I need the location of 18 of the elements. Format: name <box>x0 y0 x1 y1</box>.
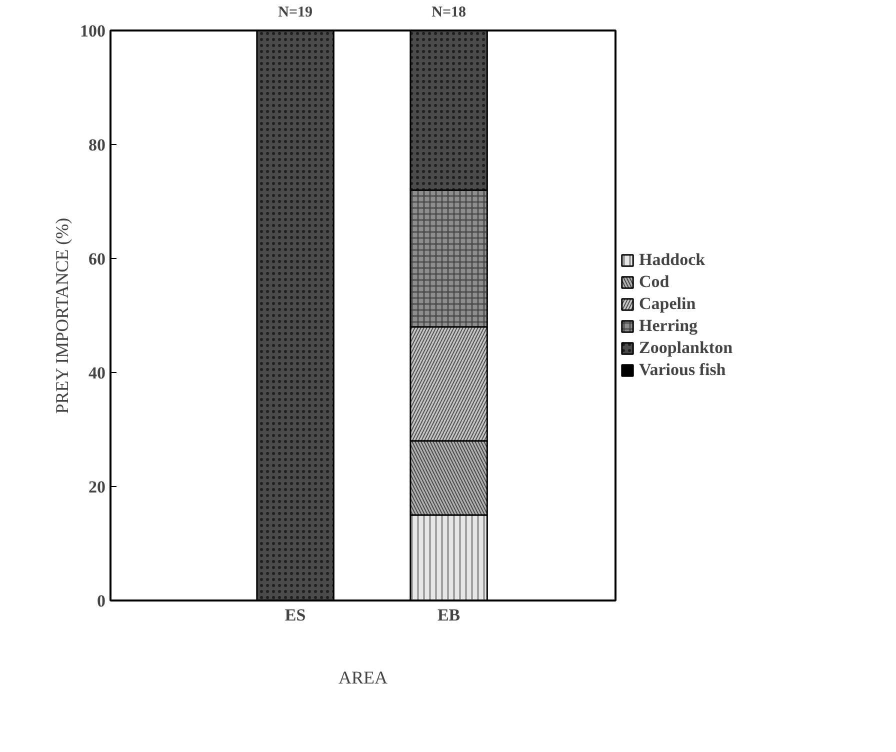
x-tick-label: EB <box>437 606 460 624</box>
legend-label: Zooplankton <box>639 338 733 358</box>
y-tick-label: 100 <box>80 22 106 40</box>
x-tick-label: ES <box>284 606 306 624</box>
y-tick-label: 60 <box>88 250 106 268</box>
text: N=18 <box>432 4 466 20</box>
y-tick-label: 20 <box>88 478 106 496</box>
legend-label: Capelin <box>639 294 696 314</box>
y-tick-label: 0 <box>97 592 106 610</box>
y-tick-label: 40 <box>88 364 106 382</box>
legend-label: Cod <box>639 272 670 292</box>
y-tick-label: 80 <box>88 136 106 154</box>
legend-label: Various fish <box>639 360 726 380</box>
y-axis-title: PREY IMPORTANCE (%) <box>52 218 72 414</box>
text: N=19 <box>278 4 313 20</box>
legend-label: Haddock <box>639 250 706 270</box>
x-axis-title: AREA <box>338 668 388 688</box>
legend-label: Herring <box>639 316 698 336</box>
